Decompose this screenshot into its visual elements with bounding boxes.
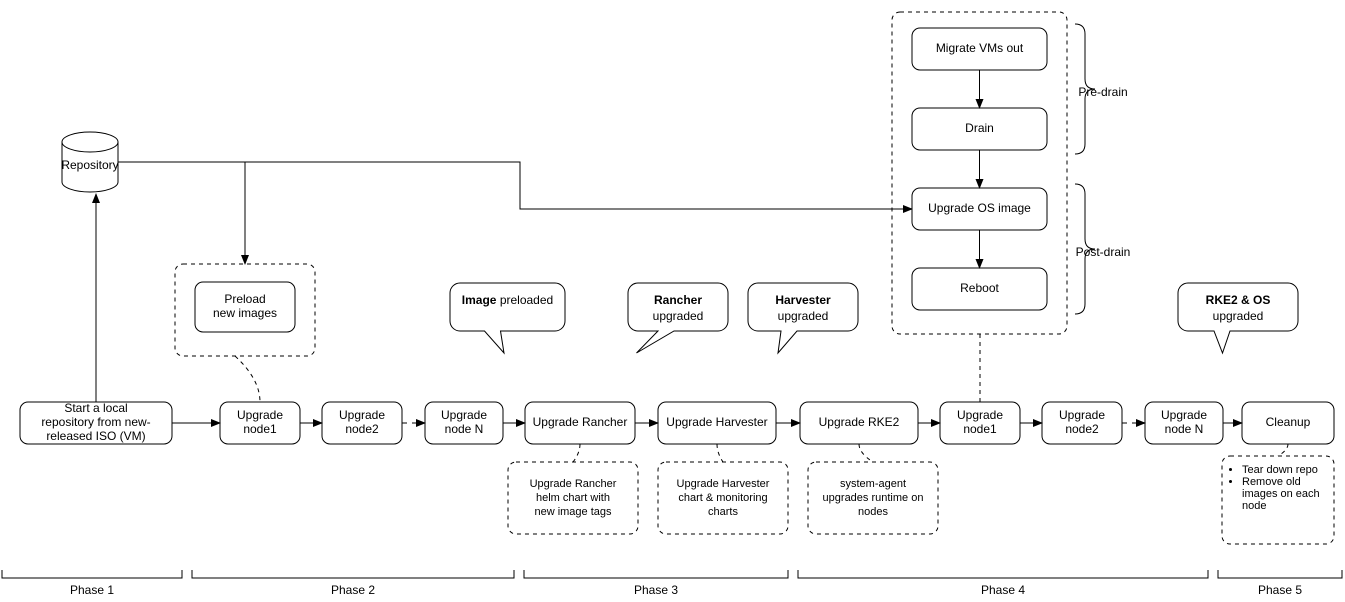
svg-text:Upgrade: Upgrade <box>957 408 1003 422</box>
svg-text:Migrate VMs out: Migrate VMs out <box>936 41 1024 55</box>
svg-text:RKE2 & OS: RKE2 & OS <box>1206 293 1271 307</box>
svg-text:Preload: Preload <box>224 292 265 306</box>
svg-text:Post-drain: Post-drain <box>1076 245 1131 259</box>
svg-text:Reboot: Reboot <box>960 281 999 295</box>
svg-text:Upgrade OS image: Upgrade OS image <box>928 201 1031 215</box>
svg-text:Start a local: Start a local <box>64 401 127 415</box>
svg-text:Drain: Drain <box>965 121 994 135</box>
svg-text:repository from new-: repository from new- <box>41 415 150 429</box>
flow-diagram: Repository Start a localrepository from n… <box>0 0 1345 602</box>
svg-text:node N: node N <box>1165 422 1204 436</box>
svg-text:node N: node N <box>445 422 484 436</box>
svg-text:Harvester: Harvester <box>775 293 831 307</box>
svg-text:helm chart with: helm chart with <box>536 492 610 504</box>
svg-text:node2: node2 <box>345 422 379 436</box>
svg-text:upgrades runtime on: upgrades runtime on <box>823 492 924 504</box>
svg-text:upgraded: upgraded <box>778 309 829 323</box>
repository-label: Repository <box>61 158 118 172</box>
svg-text:new image tags: new image tags <box>534 506 612 518</box>
svg-text:node2: node2 <box>1065 422 1099 436</box>
svg-text:charts: charts <box>708 506 738 518</box>
svg-text:Upgrade: Upgrade <box>441 408 487 422</box>
svg-text:released ISO (VM): released ISO (VM) <box>46 429 145 443</box>
phase-label: Phase 1 <box>70 583 114 597</box>
svg-text:upgraded: upgraded <box>1213 309 1264 323</box>
svg-text:Upgrade Rancher: Upgrade Rancher <box>530 478 617 490</box>
svg-text:Pre-drain: Pre-drain <box>1078 85 1127 99</box>
svg-text:nodes: nodes <box>858 506 888 518</box>
phase-label: Phase 5 <box>1258 583 1302 597</box>
svg-text:node1: node1 <box>243 422 277 436</box>
svg-text:Upgrade RKE2: Upgrade RKE2 <box>819 415 900 429</box>
svg-text:upgraded: upgraded <box>653 309 704 323</box>
phase-label: Phase 3 <box>634 583 678 597</box>
svg-text:new images: new images <box>213 306 277 320</box>
svg-text:Upgrade: Upgrade <box>237 408 283 422</box>
svg-text:system-agent: system-agent <box>840 478 906 490</box>
svg-text:Cleanup: Cleanup <box>1266 415 1311 429</box>
svg-text:node1: node1 <box>963 422 997 436</box>
svg-text:Upgrade: Upgrade <box>339 408 385 422</box>
svg-text:Upgrade Rancher: Upgrade Rancher <box>533 415 628 429</box>
svg-text:Rancher: Rancher <box>654 293 702 307</box>
phase-label: Phase 4 <box>981 583 1025 597</box>
svg-text:Upgrade Harvester: Upgrade Harvester <box>677 478 770 490</box>
svg-text:Upgrade: Upgrade <box>1059 408 1105 422</box>
svg-text:Image preloaded: Image preloaded <box>462 293 553 307</box>
phase-label: Phase 2 <box>331 583 375 597</box>
svg-text:Upgrade: Upgrade <box>1161 408 1207 422</box>
svg-text:Upgrade Harvester: Upgrade Harvester <box>666 415 767 429</box>
svg-text:chart & monitoring: chart & monitoring <box>678 492 767 504</box>
